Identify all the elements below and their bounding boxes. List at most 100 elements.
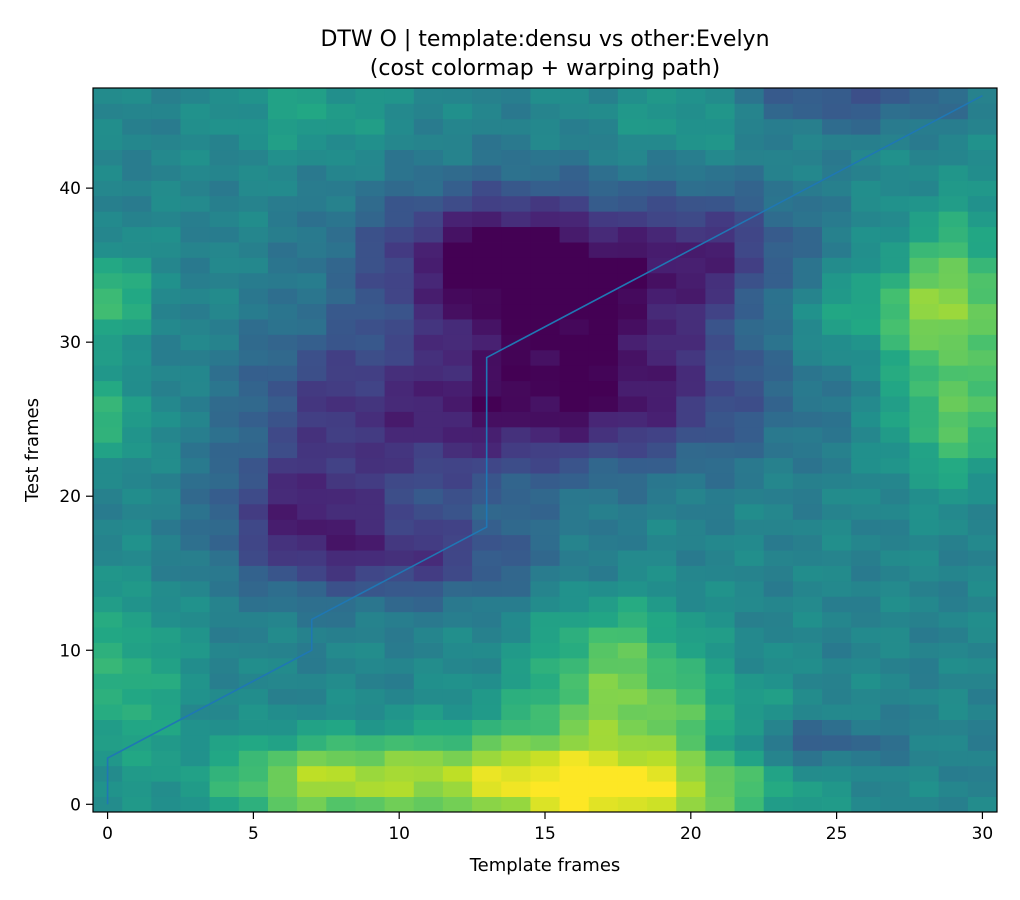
heatmap-cell [851,226,881,243]
heatmap-cell [676,411,706,428]
heatmap-cell [151,750,181,767]
heatmap-cell [501,380,531,397]
heatmap-cell [238,242,269,258]
heatmap-cell [180,796,211,813]
heatmap-cell [238,796,269,813]
heatmap-cell [792,719,823,736]
heatmap-cell [530,442,560,459]
heatmap-cell [180,565,211,582]
heatmap-cell [705,257,735,274]
heatmap-cell [938,457,969,474]
heatmap-cell [151,765,181,782]
heatmap-cell [180,611,211,628]
heatmap-cell [530,580,560,597]
heatmap-cell [209,457,240,474]
y-tick-label: 30 [59,333,81,353]
heatmap-cell [647,627,677,643]
heatmap-cell [151,396,181,412]
heatmap-cell [180,765,211,782]
heatmap-cell [617,134,648,151]
heatmap-cell [530,88,560,104]
heatmap-cell [93,349,123,366]
heatmap-cell [180,519,211,536]
heatmap-cell [967,580,998,597]
heatmap-cell [180,473,211,489]
heatmap-cell [588,580,619,597]
heatmap-cell [122,596,152,613]
heatmap-cell [938,349,969,366]
heatmap-cell [676,257,706,274]
heatmap-cell [122,534,152,551]
heatmap-cell [501,103,531,120]
heatmap-cell [705,149,735,166]
heatmap-cell [705,796,735,813]
heatmap-cell [559,627,590,643]
heatmap-cell [676,442,706,459]
heatmap-cell [647,688,677,705]
heatmap-cell [647,365,677,382]
heatmap-cell [501,396,531,412]
heatmap-cell [705,673,735,690]
heatmap-cell [880,165,910,181]
heatmap-cell [647,226,677,243]
heatmap-cell [384,503,415,520]
heatmap-cell [326,503,356,520]
heatmap-cell [851,134,881,151]
heatmap-cell [413,503,444,520]
heatmap-cell [93,288,123,305]
heatmap-cell [297,180,327,197]
heatmap-cell [530,657,560,674]
heatmap-cell [384,319,415,335]
heatmap-cell [705,534,735,551]
heatmap-cell [705,411,735,428]
heatmap-cell [93,319,123,335]
heatmap-cell [267,642,298,659]
heatmap-cell [209,349,240,366]
heatmap-cell [413,534,444,551]
heatmap-cell [734,796,765,813]
heatmap-cell [93,257,123,274]
heatmap-cell [763,488,794,505]
heatmap-cell [559,704,590,720]
heatmap-cell [122,657,152,674]
heatmap-cell [909,396,940,412]
heatmap-cell [647,781,677,797]
heatmap-cell [851,442,881,459]
heatmap-cell [267,365,298,382]
heatmap-cell [617,565,648,582]
heatmap-cell [180,272,211,289]
heatmap-cell [647,580,677,597]
heatmap-cell [238,611,269,628]
heatmap-cell [763,688,794,705]
heatmap-cell [822,550,852,566]
heatmap-cell [909,103,940,120]
heatmap-cell [93,180,123,197]
heatmap-cell [326,211,356,228]
heatmap-cell [734,195,765,212]
heatmap-cell [617,319,648,335]
heatmap-cell [763,580,794,597]
heatmap-cell [122,88,152,104]
heatmap-cell [501,118,531,135]
heatmap-cell [267,688,298,705]
heatmap-cell [880,580,910,597]
heatmap-cell [822,534,852,551]
heatmap-cell [851,657,881,674]
heatmap-cell [297,796,327,813]
heatmap-cell [151,211,181,228]
heatmap-cell [413,411,444,428]
heatmap-cell [297,288,327,305]
heatmap-cell [559,349,590,366]
heatmap-cell [822,611,852,628]
heatmap-cell [530,734,560,751]
heatmap-cell [209,442,240,459]
heatmap-cell [676,750,706,767]
heatmap-cell [763,426,794,443]
heatmap-cell [705,165,735,181]
heatmap-cell [909,473,940,489]
heatmap-cell [326,796,356,813]
heatmap-cell [909,426,940,443]
heatmap-cell [151,319,181,335]
heatmap-cell [792,442,823,459]
heatmap-cell [326,303,356,320]
